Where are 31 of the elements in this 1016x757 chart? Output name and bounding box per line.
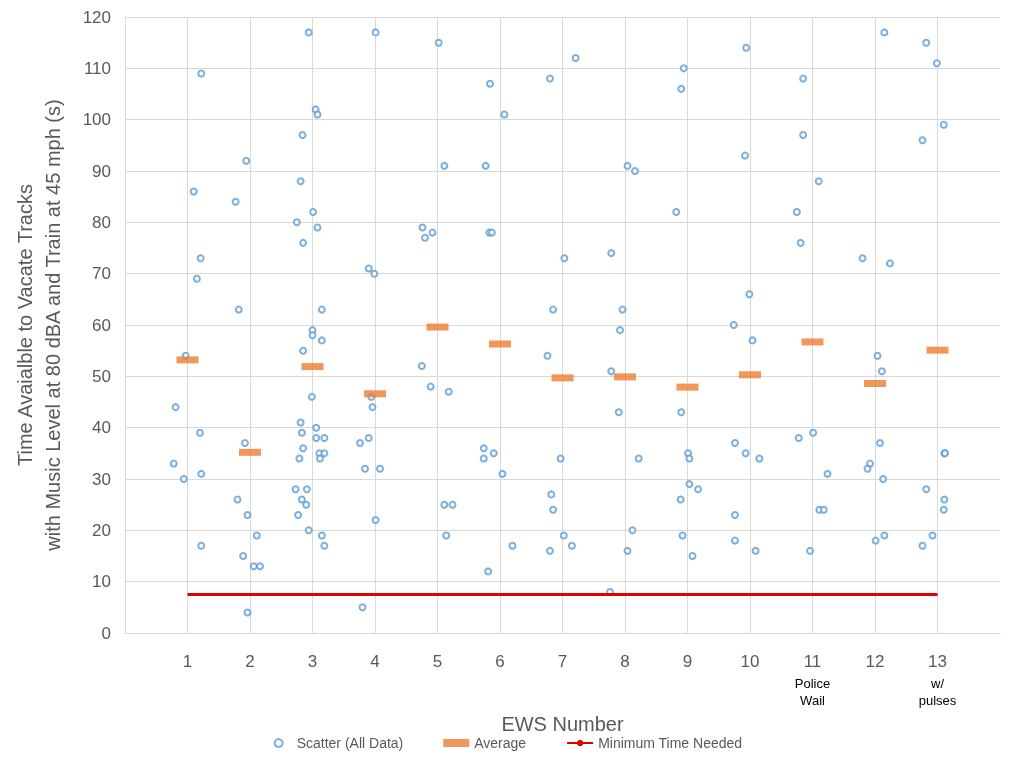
- x-tick-label: 5: [432, 651, 443, 671]
- x-tick-label: 3: [307, 651, 318, 671]
- y-tick-label: 50: [92, 366, 111, 386]
- x-tick-label: 1: [182, 651, 193, 671]
- x-tick-label: 10: [740, 651, 760, 671]
- y-tick-label: 80: [92, 212, 111, 232]
- x-tick-label: 4: [370, 651, 380, 671]
- y-tick-label: 10: [92, 572, 111, 592]
- y-tick-label: 70: [92, 264, 111, 284]
- x-tick-label: 6: [495, 651, 505, 671]
- y-tick-label: 100: [82, 110, 111, 130]
- y-tick-label: 20: [92, 520, 111, 540]
- x-tick-label: 8: [620, 651, 630, 671]
- legend-label: Minimum Time Needed: [598, 735, 743, 751]
- x-tick-label: 9: [682, 651, 693, 671]
- x-tick-label: 7: [557, 651, 568, 671]
- y-tick-label: 0: [101, 623, 111, 643]
- y-tick-label: 60: [92, 315, 111, 335]
- y-tick-label: 120: [82, 7, 111, 27]
- x-tick-label: 13 w/ pulses: [918, 651, 957, 708]
- x-axis-title: EWS Number: [501, 712, 624, 735]
- y-tick-label: 30: [92, 469, 111, 489]
- y-axis-title: Time Avaialble to Vacate Tracks with Music Level at 80 dBA and Train at 45 mph (s): [14, 99, 64, 552]
- y-tick-label: 90: [92, 161, 111, 181]
- legend-label: Scatter (All Data): [296, 735, 404, 751]
- x-tick-label: 12: [865, 651, 885, 671]
- x-tick-label: 11 Police Wail: [794, 651, 831, 708]
- y-tick-label: 110: [83, 58, 111, 78]
- y-tick-label: 40: [92, 418, 111, 438]
- legend-label: Average: [474, 735, 527, 751]
- x-tick-label: 2: [245, 651, 255, 671]
